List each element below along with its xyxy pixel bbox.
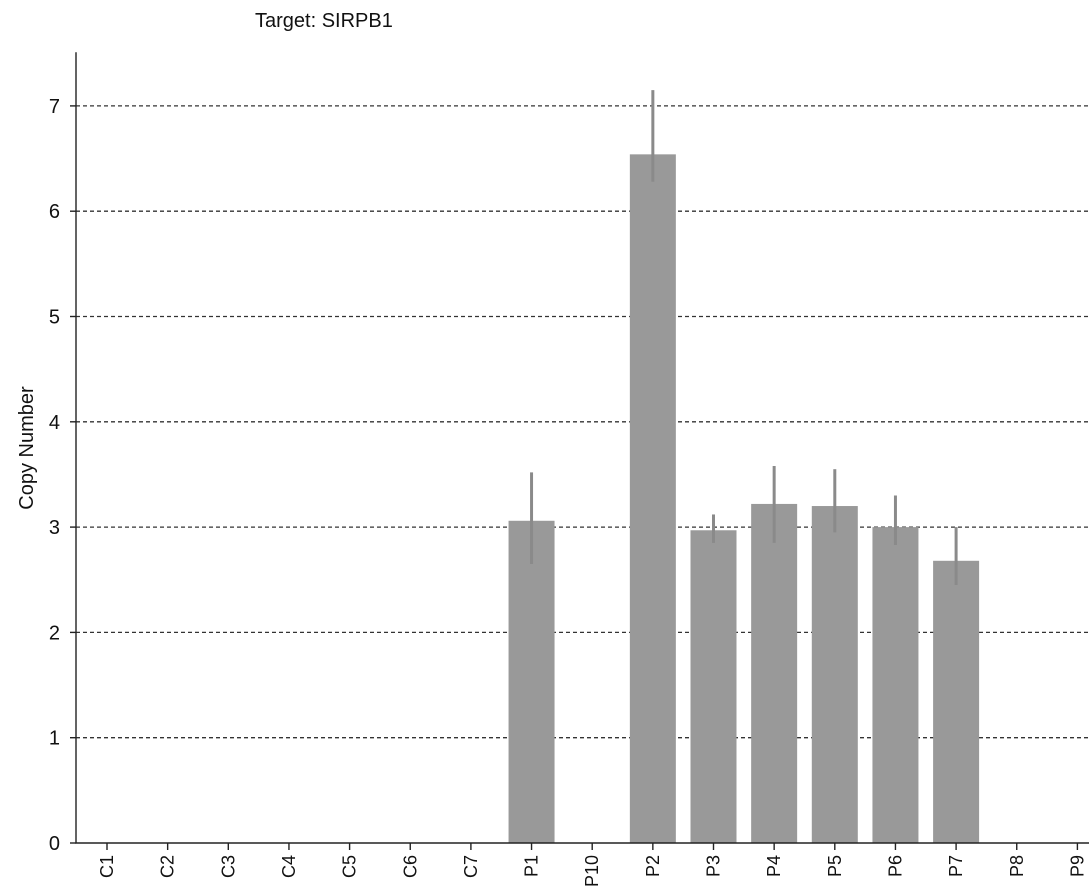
x-tick-label: P1 xyxy=(522,855,542,877)
y-tick-label: 7 xyxy=(49,96,60,118)
y-axis-label: Copy Number xyxy=(16,386,38,510)
x-tick-label: C6 xyxy=(400,855,420,878)
axis-frame xyxy=(75,52,1089,844)
x-tick-label: P10 xyxy=(582,855,602,887)
x-tick-label: P3 xyxy=(704,855,724,877)
x-tick-label: P6 xyxy=(885,855,905,877)
y-tick-label: 0 xyxy=(49,833,60,855)
gridlines xyxy=(76,105,1089,739)
y-tick-label: 2 xyxy=(49,622,60,644)
y-tick-label: 1 xyxy=(49,728,60,750)
x-tick-label: P8 xyxy=(1007,855,1027,877)
chart-title: Target: SIRPB1 xyxy=(255,10,393,32)
x-tick-label: C7 xyxy=(461,855,481,878)
bar-p4 xyxy=(751,503,798,843)
y-tick-label: 5 xyxy=(49,307,60,329)
x-tick-label: P9 xyxy=(1067,855,1087,877)
y-tick-label: 4 xyxy=(49,412,60,434)
x-tick-label: C1 xyxy=(97,855,117,878)
bar-p5 xyxy=(811,506,858,843)
y-tick-label: 6 xyxy=(49,201,60,223)
x-tick-label: C3 xyxy=(218,855,238,878)
bars xyxy=(508,154,980,843)
x-tick-label: C2 xyxy=(158,855,178,878)
bar-p3 xyxy=(690,530,737,843)
error-bars xyxy=(530,90,958,586)
bar-p7 xyxy=(933,560,980,843)
x-tick-label: P7 xyxy=(946,855,966,877)
bar-p6 xyxy=(872,527,919,843)
x-tick-label: C5 xyxy=(340,855,360,878)
x-tick-label: P2 xyxy=(643,855,663,877)
y-tick-label: 3 xyxy=(49,517,60,539)
x-tick-label: P4 xyxy=(764,855,784,877)
x-tick-label: C4 xyxy=(279,855,299,878)
x-tick-label: P5 xyxy=(825,855,845,877)
bar-p2 xyxy=(629,154,676,843)
y-axis-ticks: 0 1 2 3 4 5 6 7 xyxy=(49,96,76,855)
bar-p1 xyxy=(508,520,555,843)
x-axis-ticks: C1 C2 C3 C4 C5 C6 C7 P1 P10 P2 P3 P4 P5 P6 P7 P8 P9 xyxy=(97,843,1087,887)
